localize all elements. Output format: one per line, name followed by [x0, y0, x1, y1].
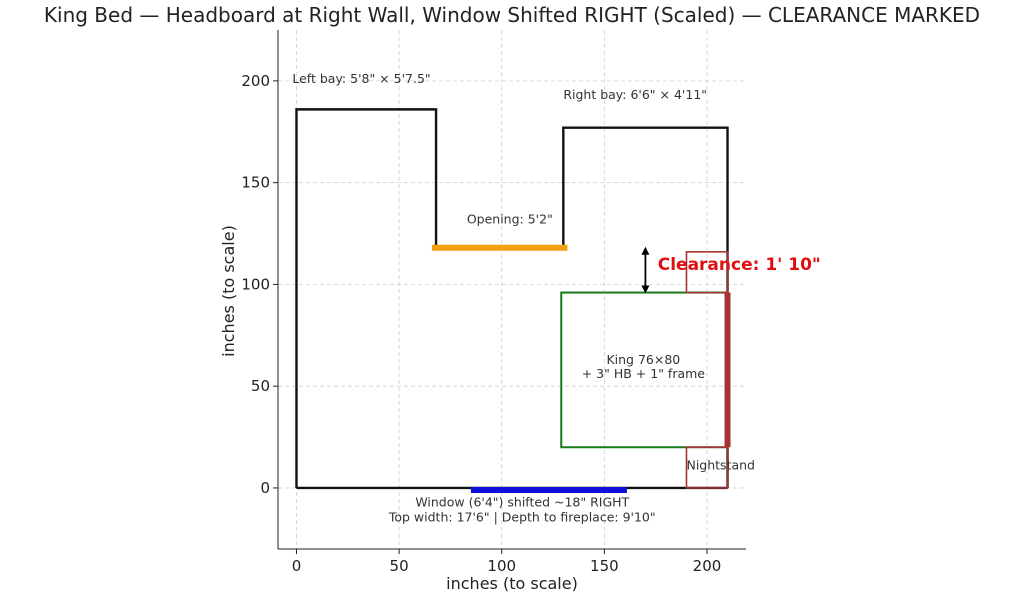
x-tick-label: 50: [390, 557, 409, 575]
y-axis-label: inches (to scale): [219, 225, 238, 357]
figure-title: King Bed — Headboard at Right Wall, Wind…: [44, 3, 980, 27]
y-tick-label: 0: [260, 479, 270, 497]
y-tick-label: 50: [251, 377, 270, 395]
x-tick-label: 150: [590, 557, 619, 575]
right-bay-wall: [562, 126, 729, 488]
right-bay-label: Right bay: 6'6" × 4'11": [563, 87, 707, 102]
x-axis-label: inches (to scale): [446, 574, 578, 593]
y-tick-label: 150: [241, 174, 270, 192]
nightstand: [685, 446, 729, 489]
x-tick-label: 200: [693, 557, 722, 575]
bed-label-line2: + 3" HB + 1" frame: [582, 366, 706, 381]
nightstand-label: Nightstand: [686, 458, 755, 473]
y-tick-label: 100: [241, 275, 270, 293]
clearance-arrow-head-down: [641, 285, 650, 294]
left-bay-wall: [295, 108, 438, 488]
x-tick-label: 0: [292, 557, 302, 575]
clearance-arrow-head-up: [641, 246, 650, 255]
left-bay-label: Left bay: 5'8" × 5'7.5": [292, 71, 430, 86]
window-label: Window (6'4") shifted ~18" RIGHT: [415, 494, 629, 509]
y-tick-label: 200: [241, 72, 270, 90]
x-tick-label: 100: [487, 557, 516, 575]
opening-label: Opening: 5'2": [467, 211, 553, 226]
dimensions-label: Top width: 17'6" | Depth to fireplace: 9…: [388, 510, 656, 525]
clearance-label: Clearance: 1' 10": [658, 255, 821, 275]
bed-label-line1: King 76×80: [606, 352, 680, 367]
nightstand: [685, 251, 729, 294]
